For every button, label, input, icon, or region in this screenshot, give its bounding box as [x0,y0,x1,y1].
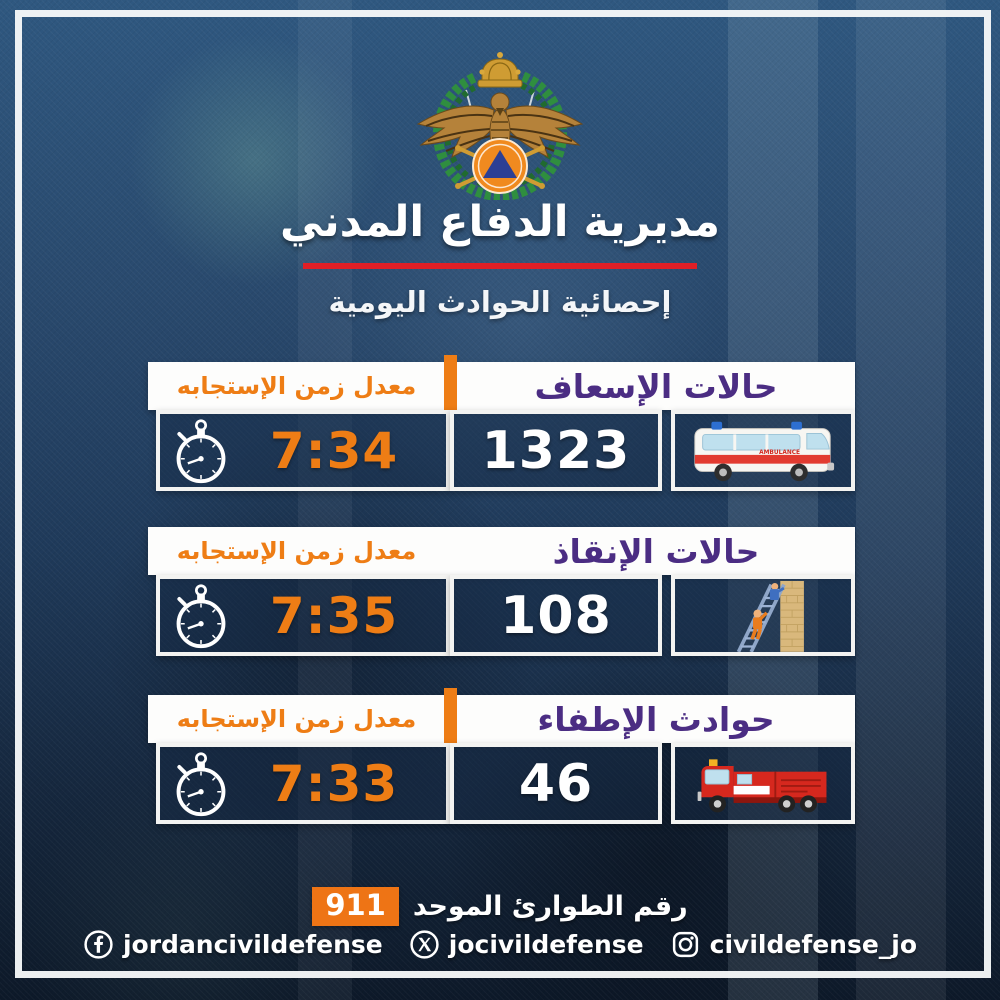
social-item-x: jocivildefense [409,929,644,960]
header-divider-bar [444,355,457,410]
stopwatch-icon [176,751,226,816]
page-subtitle: إحصائية الحوادث اليومية [328,285,672,319]
stat-row-ambulance: معدل زمن الإستجابه حالات الإسعاف 7:34 13… [0,355,1000,497]
response-time-panel: 7:34 [156,410,450,491]
emergency-number-line: رقم الطوارئ الموحد 911 [0,883,1000,929]
category-label: حوادث الإطفاء [537,699,775,739]
category-label: حالات الإسعاف [534,366,778,406]
social-item-instagram: civildefense_jo [670,929,917,960]
row-header: معدل زمن الإستجابه حوادث الإطفاء [148,688,855,743]
stopwatch-icon [176,418,226,483]
stat-row-rescue: معدل زمن الإستجابه حالات الإنقاذ 7:35 10… [0,527,1000,662]
facebook-icon [84,930,113,959]
social-item-facebook: jordancivildefense [83,929,383,960]
incident-count: 108 [500,585,612,646]
stat-row-fire: معدل زمن الإستجابه حوادث الإطفاء 7:33 46 [0,688,1000,830]
response-time-panel: 7:33 [156,743,450,824]
social-handle: jordancivildefense [122,930,383,959]
civil-defence-emblem-icon [388,50,612,200]
incident-count: 1323 [481,420,631,481]
page-title: مديرية الدفاع المدني [279,197,721,247]
icon-panel [671,575,855,656]
rescue-ladder-icon [736,580,804,652]
fire-truck-icon [697,758,827,812]
title-underline [303,263,697,269]
emergency-number-badge: 911 [312,886,399,926]
ambulance-icon: AMBULANCE [694,421,835,481]
instagram-icon [672,931,698,958]
row-header: معدل زمن الإستجابه حالات الإنقاذ [148,527,855,575]
count-panel: 108 [450,575,662,656]
emergency-label: رقم الطوارئ الموحد [412,890,688,922]
stopwatch-icon [176,583,226,648]
category-label: حالات الإنقاذ [552,531,760,571]
response-time-label: معدل زمن الإستجابه [176,537,417,565]
response-time-value: 7:34 [269,421,399,480]
social-bar: jordancivildefense jocivildefense civild… [0,929,1000,960]
count-panel: 1323 [450,410,662,491]
svg-text:AMBULANCE: AMBULANCE [759,449,800,455]
icon-panel: AMBULANCE [671,410,855,491]
response-time-label: معدل زمن الإستجابه [176,372,417,400]
icon-panel [671,743,855,824]
response-time-value: 7:35 [269,586,399,645]
response-time-panel: 7:35 [156,575,450,656]
social-handle: jocivildefense [448,930,644,959]
response-time-value: 7:33 [269,754,399,813]
x-icon [410,930,439,959]
response-time-label: معدل زمن الإستجابه [176,705,417,733]
social-handle: civildefense_jo [709,930,918,959]
row-header: معدل زمن الإستجابه حالات الإسعاف [148,355,855,410]
count-panel: 46 [450,743,662,824]
header-divider-bar [444,688,457,743]
incident-count: 46 [518,753,594,814]
